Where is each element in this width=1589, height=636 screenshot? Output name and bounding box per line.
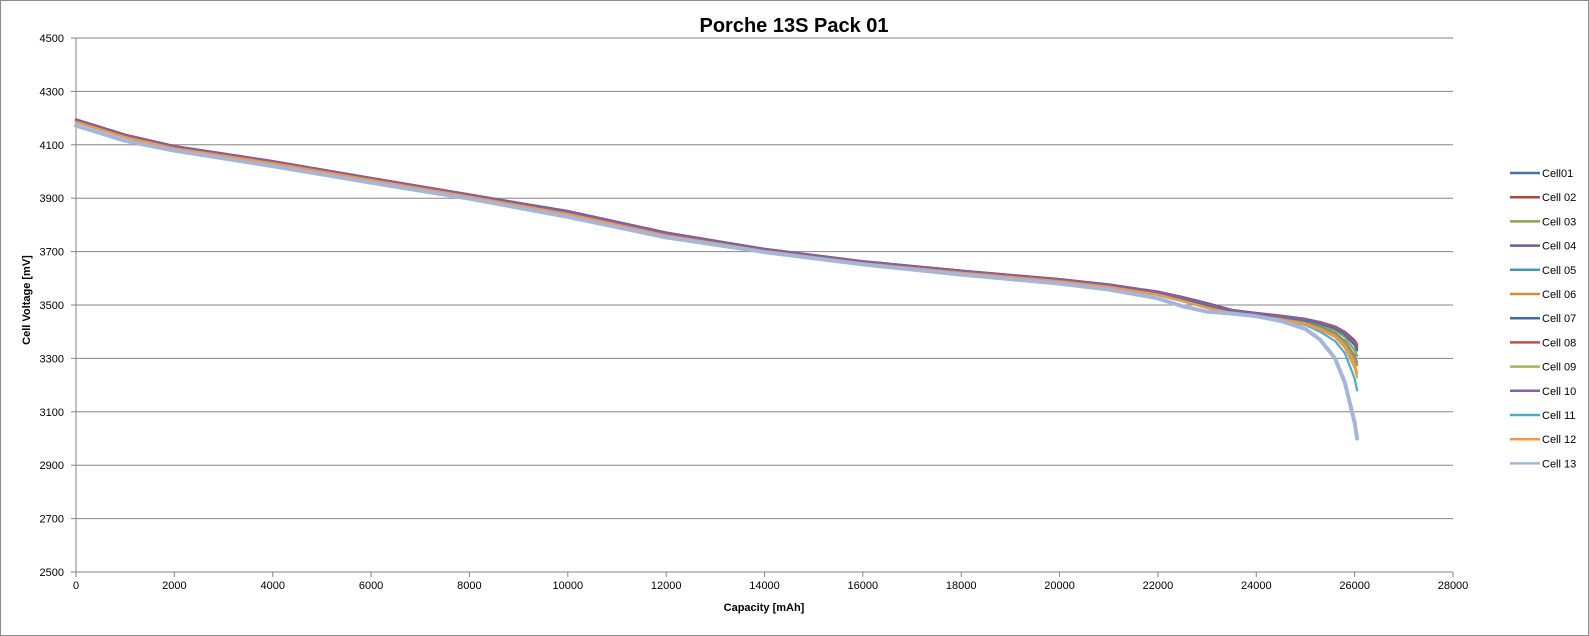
series-line-4 [74, 118, 1359, 350]
series-line-7 [74, 119, 1359, 352]
x-tick-label: 2000 [162, 580, 186, 592]
legend-label: Cell 10 [1542, 386, 1576, 398]
y-tick-label: 3900 [40, 193, 64, 205]
y-tick-label: 2700 [40, 514, 64, 526]
legend-label: Cell 12 [1542, 434, 1576, 446]
legend-label: Cell 13 [1542, 458, 1576, 470]
chart-title: Porche 13S Pack 01 [699, 15, 888, 37]
legend-label: Cell 09 [1542, 362, 1576, 374]
series-line-2 [74, 118, 1359, 346]
series-line-13 [74, 123, 1360, 441]
legend-label: Cell 03 [1542, 216, 1576, 228]
series-line-10 [74, 119, 1359, 349]
x-tick-label: 4000 [260, 580, 284, 592]
x-axis-title: Capacity [mAh] [724, 602, 805, 614]
y-tick-label: 2900 [40, 460, 64, 472]
x-axis-ticks: 0 2000 4000 6000 8000 10000 12000 14000 16000 180… [73, 572, 1468, 592]
y-tick-label: 3100 [40, 407, 64, 419]
y-tick-label: 4500 [40, 33, 64, 45]
legend-label: Cell 04 [1542, 241, 1576, 253]
x-tick-label: 16000 [848, 580, 879, 592]
series-line-8 [74, 118, 1359, 347]
plot-area [74, 118, 1360, 441]
x-tick-label: 20000 [1044, 580, 1075, 592]
x-tick-label: 18000 [946, 580, 977, 592]
legend-label: Cell 08 [1542, 337, 1576, 349]
x-tick-label: 14000 [749, 580, 780, 592]
x-tick-label: 22000 [1143, 580, 1174, 592]
legend-label: Cell 02 [1542, 192, 1576, 204]
legend: Cell01 Cell 02 Cell 03 Cell 04 Cell 05 Cell 0… [1510, 168, 1576, 470]
y-tick-label: 4100 [40, 140, 64, 152]
gridlines [76, 37, 1453, 573]
x-tick-label: 28000 [1438, 580, 1469, 592]
x-tick-label: 6000 [359, 580, 383, 592]
series-line-1 [74, 119, 1359, 348]
legend-label: Cell01 [1542, 168, 1573, 180]
x-tick-label: 24000 [1241, 580, 1272, 592]
x-tick-label: 26000 [1339, 580, 1370, 592]
y-tick-label: 3300 [40, 353, 64, 365]
y-tick-label: 3500 [40, 300, 64, 312]
x-tick-label: 10000 [552, 580, 583, 592]
series-line-12 [74, 120, 1359, 379]
y-axis-ticks: 2500 2700 2900 3100 3300 3500 3700 3900 4100 4300… [40, 33, 76, 579]
x-tick-label: 0 [73, 580, 79, 592]
legend-label: Cell 07 [1542, 313, 1576, 325]
y-axis-title: Cell Voltage [mV] [21, 255, 33, 345]
x-tick-label: 8000 [457, 580, 481, 592]
x-tick-label: 12000 [651, 580, 682, 592]
series-line-3 [74, 119, 1359, 357]
legend-label: Cell 11 [1542, 410, 1575, 422]
y-tick-label: 4300 [40, 86, 64, 98]
legend-label: Cell 05 [1542, 265, 1576, 277]
legend-label: Cell 06 [1542, 289, 1576, 301]
y-tick-label: 2500 [40, 567, 64, 579]
y-tick-label: 3700 [40, 247, 64, 259]
